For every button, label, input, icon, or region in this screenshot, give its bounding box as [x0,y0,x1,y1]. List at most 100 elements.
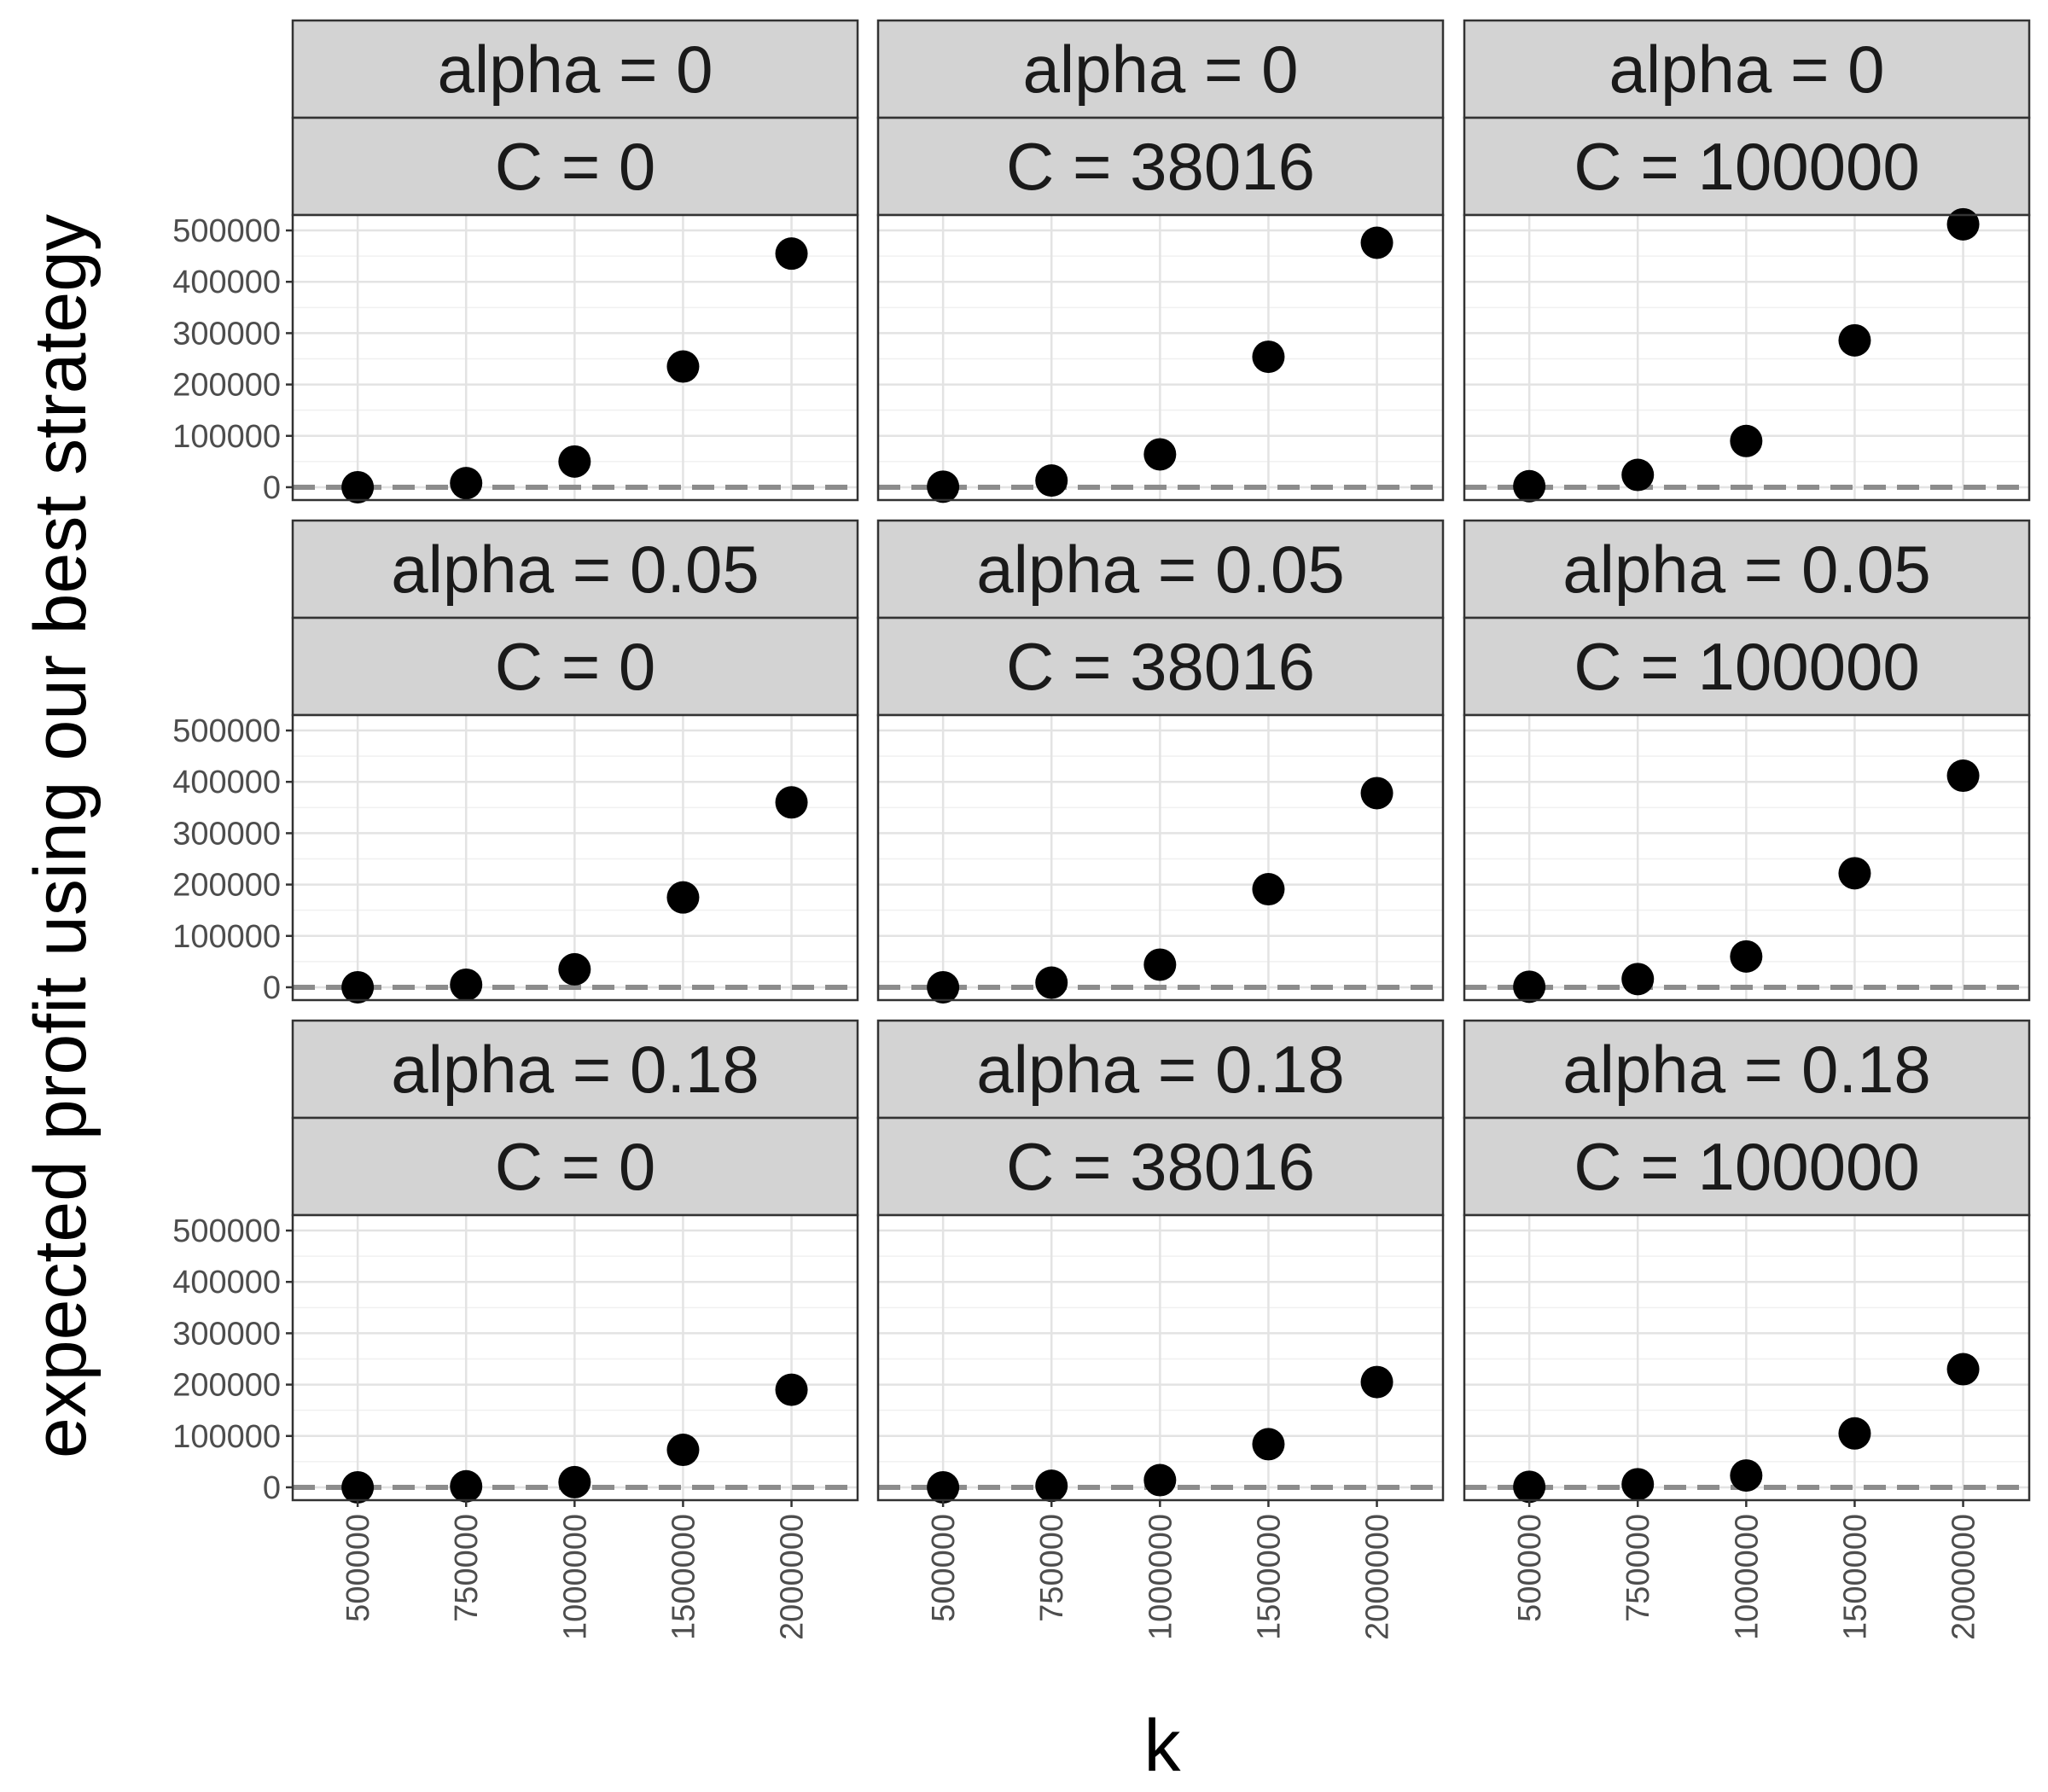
y-tick-label: 300000 [172,316,281,352]
x-tick-label: 750000 [449,1514,485,1622]
strip-alpha [1463,519,2031,620]
data-point [775,786,808,819]
data-point [1513,469,1546,503]
facet-panel: alpha = 0.05 C = 0 0 100000 200000 300000 4000… [172,519,859,1006]
x-tick-label: 750000 [1620,1514,1656,1622]
strip-alpha [291,19,859,119]
strip-alpha-label: alpha = 0 [437,32,713,107]
data-point [558,445,591,478]
x-tick-label: 1000000 [1143,1514,1178,1640]
x-tick-label: 1500000 [666,1514,701,1640]
data-point [341,1470,375,1504]
y-tick-label: 100000 [172,1419,281,1455]
facet-panel: alpha = 0.05 C = 100000 [1463,519,2031,1004]
y-tick-label: 0 [263,1470,281,1506]
facet-panel: alpha = 0 C = 0 0 100000 200000 300000 400000 5… [172,19,859,506]
strip-alpha-label: alpha = 0.05 [391,532,759,607]
y-tick-label: 200000 [172,368,281,404]
strip-c-label: C = 100000 [1574,629,1920,704]
panel-border [876,213,1445,502]
data-point [666,350,700,383]
data-point [450,968,483,1001]
strip-c [1463,1116,2031,1217]
y-tick-label: 200000 [172,1368,281,1404]
data-point [1143,438,1177,471]
data-point [1838,857,1871,890]
strip-alpha [291,1019,859,1120]
panel-border [291,213,859,502]
y-tick-label: 0 [263,470,281,506]
panels: alpha = 0 C = 0 0 100000 200000 300000 400000 5… [172,19,2031,1640]
x-tick-label: 2000000 [1946,1514,1982,1640]
x-tick-label: 500000 [340,1514,376,1622]
strip-c [876,616,1445,717]
data-point [927,1470,960,1504]
panel-border [291,713,859,1002]
data-point [1946,1353,1980,1386]
x-tick-label: 500000 [926,1514,962,1622]
strip-alpha [1463,1019,2031,1120]
data-point [775,237,808,271]
data-point [1143,948,1177,981]
data-point [1252,1428,1285,1461]
facet-panel: alpha = 0.18 C = 38016 500000 750000 1000000… [876,1019,1445,1640]
y-tick-label: 500000 [172,713,281,749]
data-point [775,1373,808,1406]
y-tick-label: 500000 [172,213,281,249]
data-point [927,470,960,503]
strip-alpha-label: alpha = 0.05 [976,532,1345,607]
panel-border [1463,213,2031,502]
y-tick-label: 400000 [172,765,281,800]
strip-alpha [876,519,1445,620]
data-point [1946,207,1980,241]
y-axis-title: expected profit using our best strategy [20,214,102,1458]
strip-alpha-label: alpha = 0 [1022,32,1298,107]
x-tick-label: 1500000 [1837,1514,1873,1640]
strip-c [291,1116,859,1217]
data-point [1360,777,1393,810]
data-point [1730,424,1763,457]
strip-alpha [876,1019,1445,1120]
data-point [1838,1417,1871,1450]
strip-alpha [1463,19,2031,119]
y-tick-label: 400000 [172,265,281,300]
strip-alpha-label: alpha = 0.18 [976,1032,1345,1107]
data-point [1035,464,1068,497]
strip-c-label: C = 0 [495,129,656,204]
data-point [1513,1470,1546,1504]
facet-panel: alpha = 0 C = 38016 [876,19,1445,503]
x-tick-label: 2000000 [1360,1514,1396,1640]
y-tick-label: 200000 [172,868,281,904]
strip-c-label: C = 100000 [1574,1129,1920,1204]
x-tick-label: 1000000 [557,1514,593,1640]
strip-c [1463,116,2031,217]
strip-alpha-label: alpha = 0.18 [1562,1032,1931,1107]
x-tick-label: 500000 [1512,1514,1548,1622]
strip-alpha [291,519,859,620]
y-tick-label: 500000 [172,1213,281,1249]
data-point [1035,1469,1068,1503]
x-tick-label: 1500000 [1251,1514,1287,1640]
strip-c [291,616,859,717]
data-point [450,467,483,500]
data-point [1730,940,1763,973]
panel-border [876,713,1445,1002]
data-point [1252,340,1285,374]
strip-c-label: C = 0 [495,629,656,704]
data-point [927,970,960,1004]
data-point [666,1434,700,1467]
y-tick-label: 400000 [172,1265,281,1300]
facet-panel: alpha = 0.18 C = 100000 500000 750000 100000… [1463,1019,2031,1640]
data-point [1946,759,1980,793]
data-point [1143,1463,1177,1497]
strip-c-label: C = 38016 [1006,1129,1315,1204]
y-tick-label: 0 [263,970,281,1006]
data-point [558,1465,591,1498]
data-point [450,1469,483,1503]
y-tick-label: 100000 [172,419,281,455]
strip-c-label: C = 0 [495,1129,656,1204]
data-point [1621,963,1655,996]
strip-alpha-label: alpha = 0.05 [1562,532,1931,607]
x-axis-title: k [1144,1705,1182,1787]
x-tick-label: 750000 [1034,1514,1070,1622]
